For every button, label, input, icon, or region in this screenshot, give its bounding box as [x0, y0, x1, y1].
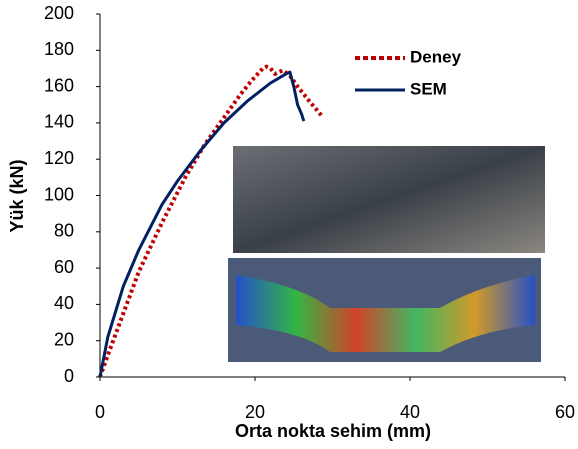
y-tick-label: 200 [44, 3, 74, 23]
specimen-photo [233, 146, 545, 253]
x-tick-label: 0 [95, 402, 105, 422]
y-tick-label: 100 [44, 184, 74, 204]
y-tick-label: 0 [64, 366, 74, 386]
y-tick-label: 160 [44, 75, 74, 95]
y-tick-label: 20 [54, 329, 74, 349]
x-tick-label: 20 [245, 402, 265, 422]
x-tick-label: 40 [400, 402, 420, 422]
y-tick-label: 60 [54, 257, 74, 277]
y-tick-label: 180 [44, 39, 74, 59]
y-tick-label: 140 [44, 112, 74, 132]
y-axis-title: Yük (kN) [7, 159, 27, 232]
legend-text: SEM [410, 79, 447, 98]
x-axis-title: Orta nokta sehim (mm) [235, 421, 431, 441]
legend-text: Deney [410, 47, 462, 66]
y-tick-label: 120 [44, 148, 74, 168]
chart: Orta nokta sehim (mm) Yük (kN) 0 20 40 60 80… [0, 0, 578, 449]
y-tick-label: 40 [54, 293, 74, 313]
x-tick-label: 60 [555, 402, 575, 422]
y-tick-label: 80 [54, 221, 74, 241]
